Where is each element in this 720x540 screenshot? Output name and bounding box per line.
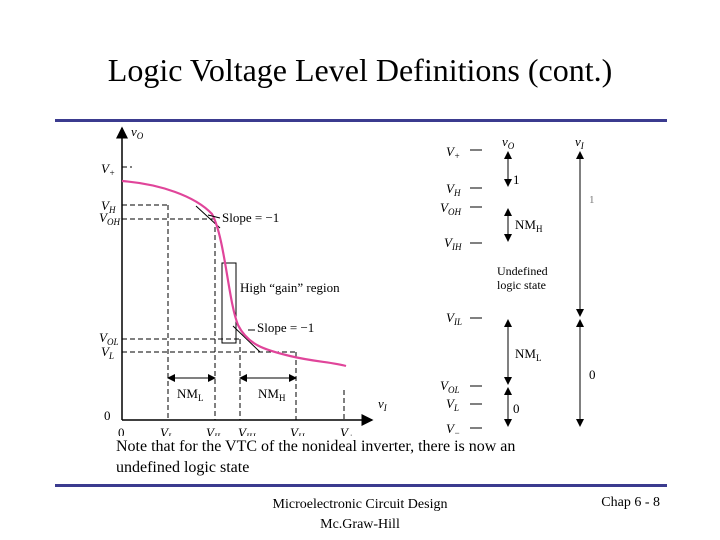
slope-label-top: Slope = −1 xyxy=(222,210,279,225)
vi-header: vI xyxy=(575,134,585,151)
level-vplus: V+ xyxy=(446,144,460,161)
undefined-label-line1: Undefined xyxy=(497,264,548,278)
vi-zero: 0 xyxy=(589,367,596,382)
level-vil: VIL xyxy=(446,310,462,327)
x-axis-label: vI xyxy=(378,396,388,413)
vtc-plot: vO vI V+ VH VOH VOL VL 0 0 VL VIL VIH VH… xyxy=(99,124,388,442)
vo-one: 1 xyxy=(513,172,520,187)
vo-zero: 0 xyxy=(513,401,520,416)
level-vl: VL xyxy=(446,396,459,413)
slide-title: Logic Voltage Level Definitions (cont.) xyxy=(107,52,613,88)
bottom-divider xyxy=(55,484,667,487)
footer-publisher: Mc.Graw-Hill xyxy=(320,517,400,532)
y-tick-zero: 0 xyxy=(104,408,111,423)
level-voh: VOH xyxy=(440,200,461,217)
footer-source: Microelectronic Circuit Design Mc.Graw-H… xyxy=(220,495,500,535)
x-tick-zero: 0 xyxy=(118,425,125,440)
y-axis-label: vO xyxy=(131,124,144,141)
level-scale: V+ VH VOH VIH VIL VOL VL V− vO 1 NMH Und… xyxy=(440,134,596,438)
vi-one: 1 xyxy=(589,194,595,206)
level-vol: VOL xyxy=(440,378,459,395)
vo-header: vO xyxy=(502,134,515,151)
tangent-bottom xyxy=(232,325,261,353)
nmh-label: NMH xyxy=(258,386,286,403)
undefined-label-line2: logic state xyxy=(497,278,546,292)
y-tick-vplus: V+ xyxy=(101,161,115,178)
note-line-2: undefined logic state xyxy=(116,459,250,476)
nml-scale-label: NML xyxy=(515,346,541,363)
nmh-scale-label: NMH xyxy=(515,217,543,234)
level-vih: VIH xyxy=(444,235,462,252)
top-divider xyxy=(55,119,667,122)
slope-label-bottom: Slope = −1 xyxy=(257,320,314,335)
slide-note: Note that for the VTC of the nonideal in… xyxy=(116,436,596,478)
vtc-curve xyxy=(121,179,347,368)
footer-book-title: Microelectronic Circuit Design xyxy=(272,497,448,512)
gain-label: High “gain” region xyxy=(240,280,340,295)
level-vh: VH xyxy=(446,181,461,198)
gain-region-box xyxy=(221,262,237,344)
note-line-1: Note that for the VTC of the nonideal in… xyxy=(116,438,516,455)
page-label: Chap 6 - 8 xyxy=(601,495,660,510)
nml-label: NML xyxy=(177,386,203,403)
